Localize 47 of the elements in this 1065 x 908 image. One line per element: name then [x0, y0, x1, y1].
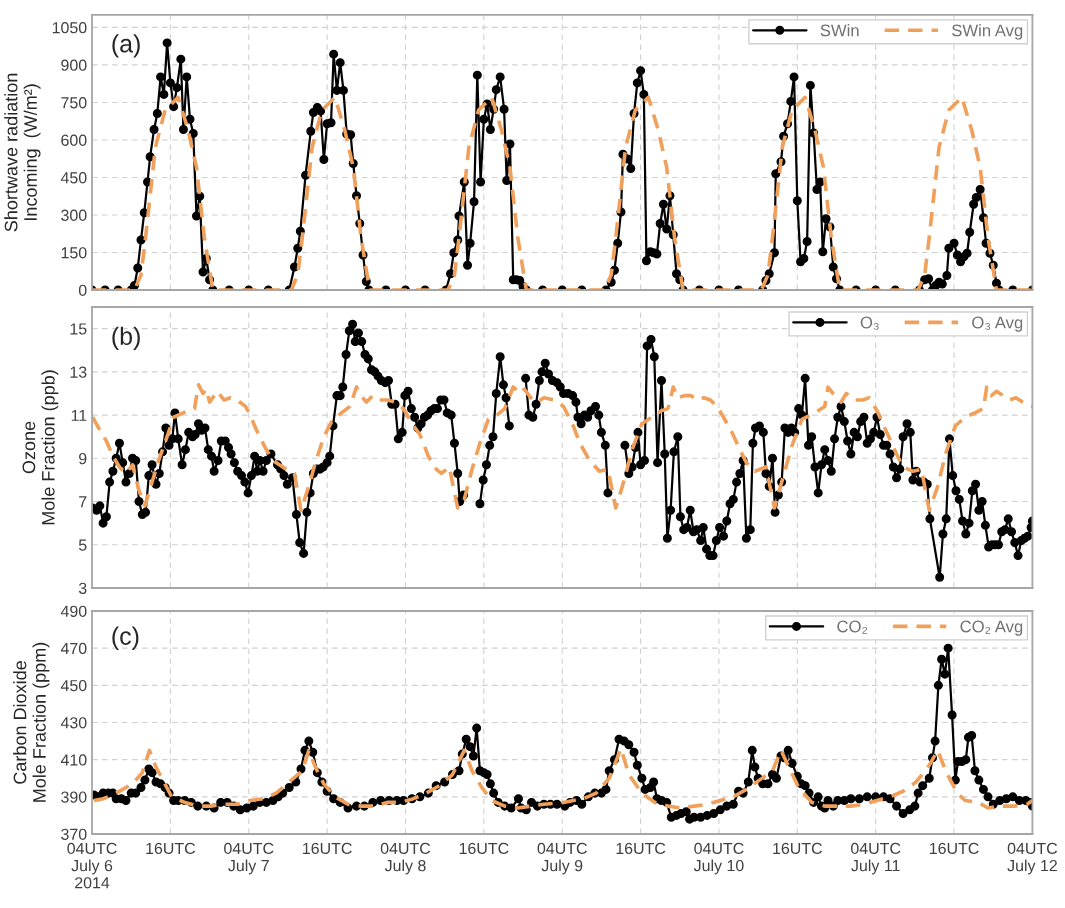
x-tick-label: 16UTC	[616, 842, 666, 855]
x-tick-label: 16UTC	[303, 842, 352, 855]
x-tick-label: 04UTC July 10	[693, 842, 744, 875]
x-tick-label: 16UTC	[773, 842, 822, 855]
y-tick-label: 410	[60, 754, 87, 766]
legend-label: SWin Avg	[952, 24, 1023, 40]
legend-label: O₃ Avg	[972, 316, 1023, 332]
y-tick-label: 150	[61, 247, 87, 259]
y-tick-label: 3	[78, 582, 87, 594]
annotation: (c)	[112, 626, 139, 650]
x-tick-label: 04UTC July 12	[1007, 842, 1058, 875]
x-tick-label: 04UTC July 8	[380, 842, 431, 875]
legend-label: CO₂	[837, 620, 868, 634]
legend-label: CO₂ Avg	[960, 620, 1023, 636]
legend-label: SWin	[820, 24, 859, 37]
y-tick-label: 11	[71, 409, 87, 421]
y-tick-label: 1050	[52, 22, 87, 34]
x-tick-label: 16UTC	[459, 842, 509, 855]
x-tick-label: 04UTC July 11	[851, 842, 901, 875]
x-tick-label: 16UTC	[929, 842, 979, 855]
y-tick-label: 7	[79, 496, 87, 508]
y-tick-label: 490	[60, 605, 87, 617]
y-tick-label: 450	[60, 679, 87, 692]
annotation: (a)	[112, 34, 140, 58]
y-tick-label: 450	[60, 172, 87, 184]
x-tick-label: 04UTC July 6 2014	[67, 842, 117, 889]
y-tick-label: 900	[61, 59, 87, 71]
y-axis-title: Carbon Dioxide Mole Fraction (ppm)	[13, 642, 50, 802]
y-tick-label: 0	[78, 284, 87, 296]
y-tick-label: 13	[70, 366, 87, 378]
y-tick-label: 390	[61, 791, 87, 803]
y-tick-label: 430	[60, 717, 87, 729]
y-tick-label: 15	[70, 323, 87, 335]
x-tick-label: 04UTC July 9	[537, 842, 587, 875]
y-tick-label: 750	[61, 97, 87, 109]
y-tick-label: 470	[60, 642, 87, 655]
y-tick-label: 9	[79, 452, 87, 465]
y-tick-label: 300	[61, 209, 87, 221]
x-tick-label: 04UTC July 7	[224, 842, 274, 875]
legend-label: O₃	[860, 316, 879, 330]
x-tick-label: 16UTC	[146, 842, 196, 855]
annotation: (b)	[112, 326, 140, 350]
y-tick-label: 370	[61, 828, 87, 840]
y-tick-label: 600	[61, 134, 87, 146]
y-axis-title: Shortwave radiation Incoming (W/m²)	[4, 73, 41, 232]
y-axis-title: Ozone Mole Fraction (ppb)	[22, 370, 59, 525]
y-tick-label: 5	[78, 539, 87, 551]
